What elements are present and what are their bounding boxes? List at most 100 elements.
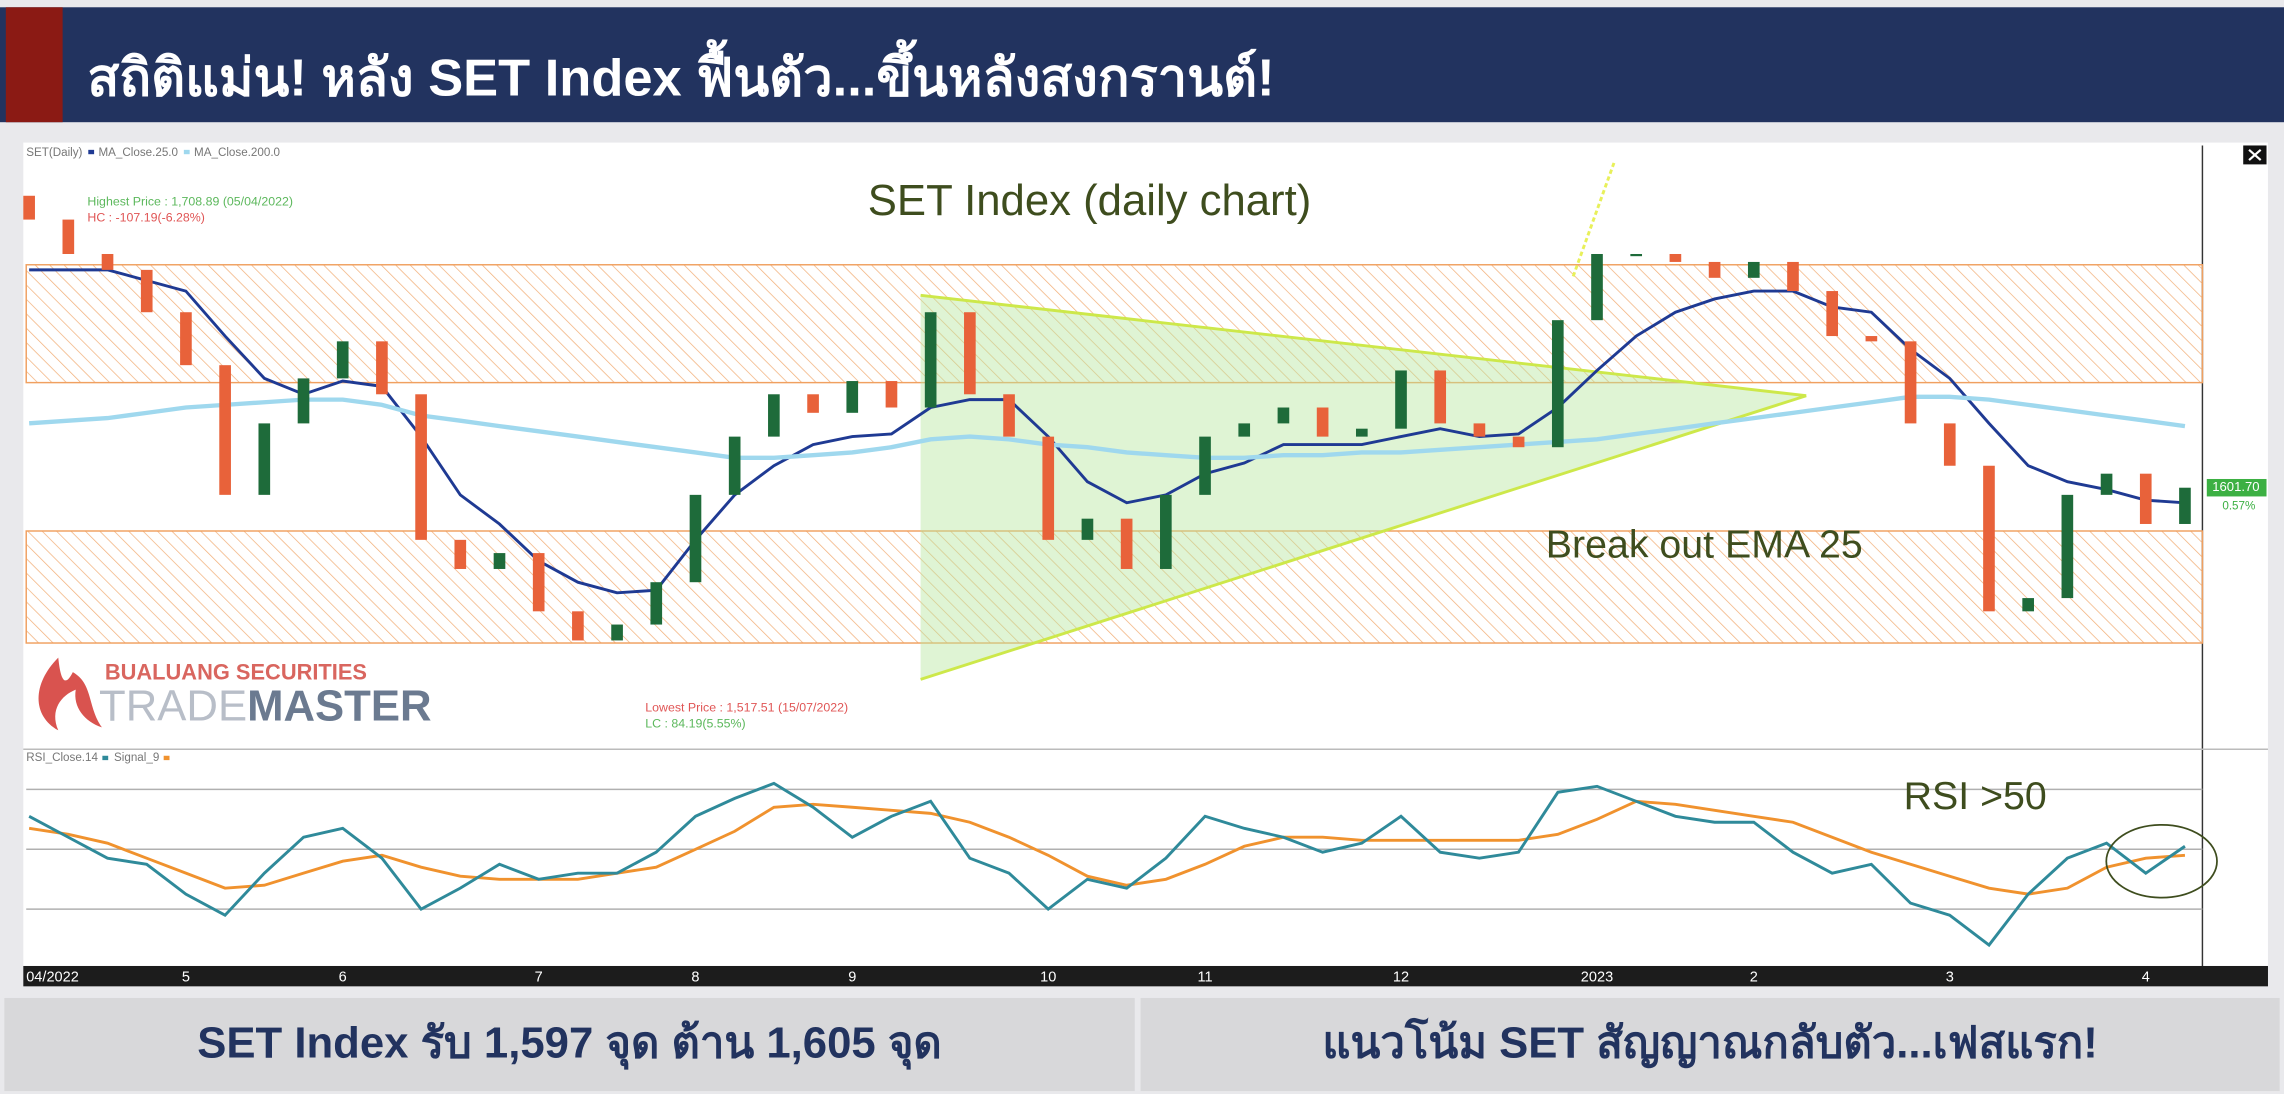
x-tick-label: 3	[1946, 969, 1954, 985]
candle	[101, 253, 114, 270]
candle	[180, 312, 192, 366]
candle	[1081, 518, 1094, 540]
candle	[1826, 291, 1839, 337]
x-tick-label: 4	[2142, 969, 2150, 985]
header-title: สถิติแม่น! หลัง SET Index ฟื้นตัว...ขึ้น…	[87, 38, 1274, 107]
price-note: LC : 84.19(5.55%)	[645, 717, 745, 731]
candle	[728, 436, 741, 495]
legend-label: MA_Close.25.0	[98, 146, 178, 159]
last-change: 0.57%	[2222, 500, 2255, 513]
candle	[415, 394, 427, 540]
logo-line1: BUALUANG SECURITIES	[105, 659, 367, 684]
legend-label: SET(Daily)	[26, 146, 82, 159]
candle	[1003, 394, 1015, 437]
candle	[572, 611, 584, 641]
legend-swatch	[102, 755, 109, 761]
header-accent	[5, 7, 63, 123]
candle	[1943, 423, 1956, 466]
candle	[611, 624, 623, 641]
resistance-zone	[25, 264, 2204, 384]
candle	[1199, 436, 1211, 495]
candle	[1904, 341, 1917, 424]
logo-master: MASTER	[247, 681, 431, 730]
x-tick-label: 10	[1040, 969, 1056, 985]
candle	[2179, 487, 2191, 524]
candle	[376, 341, 388, 395]
candle	[454, 539, 467, 569]
x-tick-label: 2	[1750, 969, 1758, 985]
candle	[23, 195, 35, 220]
footer-right: แนวโน้ม SET สัญญาณกลับตัว...เฟสแรก!	[1322, 1017, 2097, 1069]
candle	[650, 582, 663, 625]
candle	[1238, 423, 1251, 437]
candle	[846, 381, 859, 413]
legend-label: Signal_9	[114, 751, 159, 764]
legend-swatch	[163, 755, 170, 761]
breakout-line	[1571, 162, 1616, 277]
x-tick-label: 7	[535, 969, 543, 985]
x-axis-bar	[23, 965, 2268, 987]
candle	[807, 394, 819, 413]
trend-line	[920, 293, 1807, 398]
x-tick-label: 8	[691, 969, 699, 985]
candle	[493, 553, 506, 569]
candle	[62, 219, 75, 254]
x-tick-label: 12	[1393, 969, 1409, 985]
candle	[297, 378, 310, 424]
chart-title: SET Index (daily chart)	[868, 176, 1311, 225]
x-tick-label: 04/2022	[26, 969, 79, 985]
candle	[1355, 428, 1368, 437]
candle	[219, 365, 231, 495]
candle	[1983, 465, 1995, 612]
x-tick-label: 5	[182, 969, 190, 985]
candle	[1473, 423, 1486, 437]
candle	[140, 269, 153, 313]
logo-icon	[38, 657, 102, 731]
rsi-line	[28, 799, 2186, 896]
price-note: Highest Price : 1,708.89 (05/04/2022)	[87, 194, 293, 208]
x-tick-label: 9	[848, 969, 856, 985]
candle	[2139, 473, 2152, 524]
candle	[1630, 253, 1643, 257]
candle	[2100, 473, 2113, 495]
legend-label: MA_Close.200.0	[194, 146, 281, 159]
price-tag	[2206, 478, 2267, 497]
x-tick-label: 11	[1197, 969, 1212, 985]
candle	[2061, 494, 2074, 599]
support-zone	[25, 530, 2204, 644]
trend-line	[920, 394, 1807, 681]
candle	[1551, 320, 1564, 448]
candle	[1708, 261, 1721, 278]
x-tick-label: 2023	[1581, 969, 1613, 985]
candle	[1434, 370, 1447, 424]
rsi-line	[28, 781, 2186, 948]
candle	[2022, 598, 2034, 612]
price-note: Lowest Price : 1,517.51 (15/07/2022)	[645, 701, 848, 715]
annotation: RSI >50	[1904, 774, 2047, 818]
triangle-pattern	[920, 295, 1807, 680]
ma-line	[29, 268, 2186, 595]
legend-label: RSI_Close.14	[26, 751, 98, 764]
close-icon	[2248, 149, 2262, 161]
candle	[885, 381, 898, 408]
logo-line2: TRADEMASTER	[99, 681, 432, 730]
candle	[1316, 407, 1329, 437]
candle	[258, 423, 271, 495]
candle	[768, 394, 780, 437]
candle	[532, 553, 545, 612]
last-price: 1601.70	[2212, 479, 2259, 494]
candle	[964, 312, 976, 395]
footer-left: SET Index รับ 1,597 จุด ต้าน 1,605 จุด	[197, 1019, 942, 1071]
candle	[1747, 261, 1760, 278]
legend-swatch	[183, 149, 190, 155]
candle	[1591, 253, 1603, 321]
header-bar	[0, 7, 2284, 123]
candle	[1395, 370, 1407, 429]
price-note: HC : -107.19(-6.28%)	[87, 210, 205, 224]
footer-box	[1140, 997, 2280, 1092]
logo-trade: TRADE	[99, 681, 247, 730]
candle	[1120, 518, 1133, 569]
candle	[1865, 336, 1878, 342]
x-tick-label: 6	[339, 969, 347, 985]
